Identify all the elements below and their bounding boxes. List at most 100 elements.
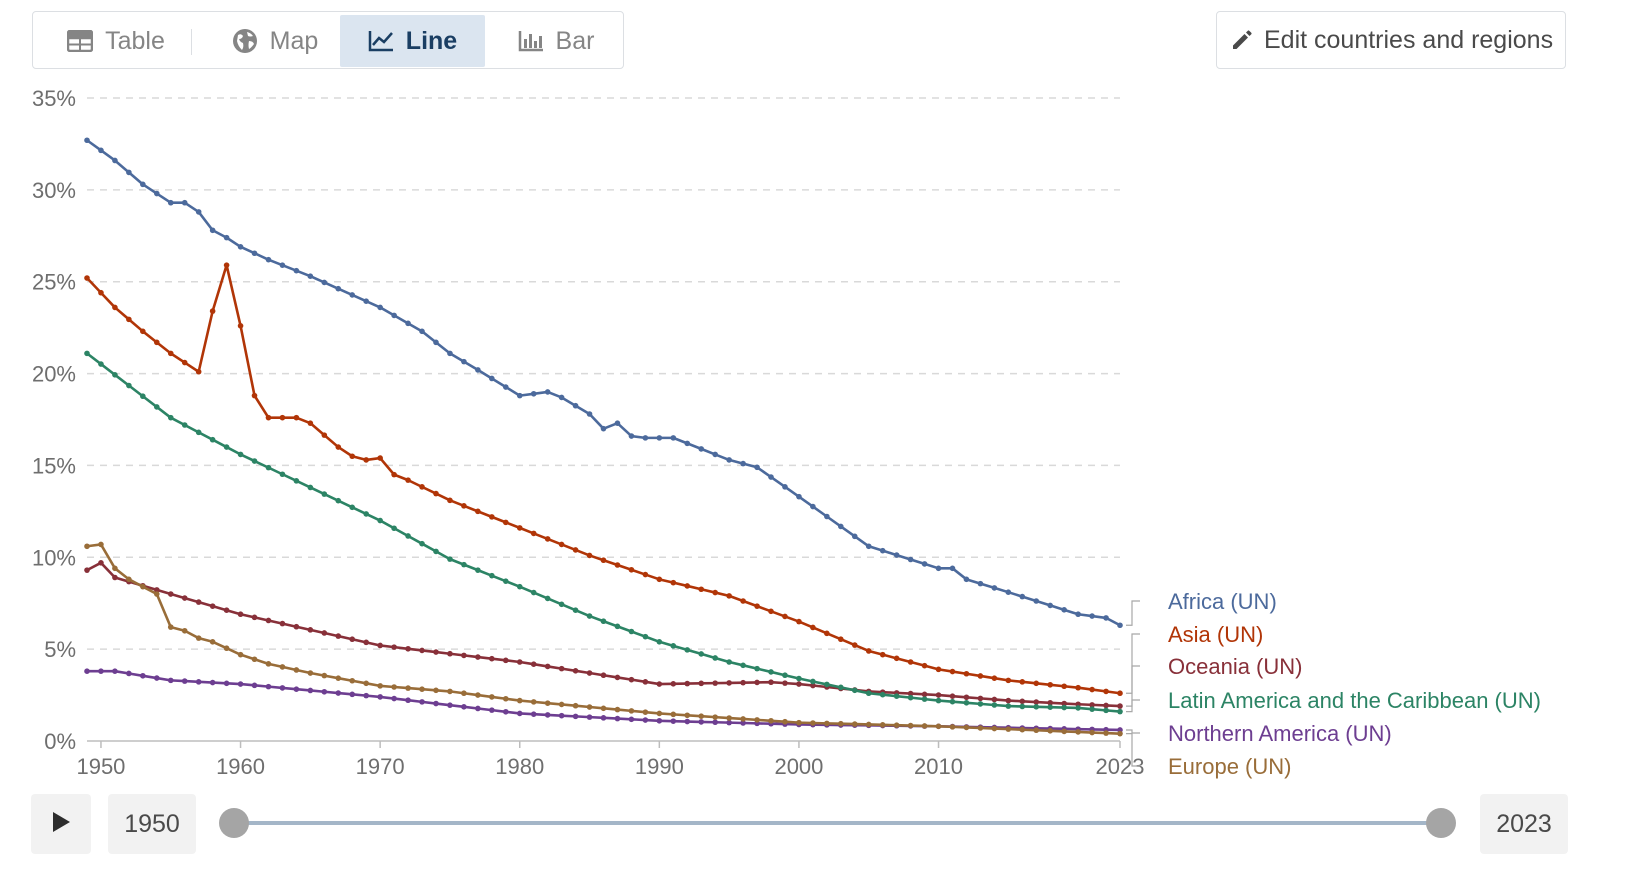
data-point	[754, 679, 760, 686]
x-tick-label: 1970	[356, 754, 405, 779]
data-point	[544, 663, 551, 670]
data-point	[572, 547, 579, 553]
data-point	[489, 572, 495, 579]
data-point	[949, 565, 956, 572]
data-point	[558, 665, 565, 672]
chart-type-tabs: Table Map Line	[32, 11, 624, 69]
data-point	[628, 628, 635, 635]
data-point	[530, 699, 537, 705]
data-point	[614, 674, 621, 681]
y-tick-label: 10%	[32, 545, 76, 570]
timeline-start-handle[interactable]	[219, 808, 249, 838]
data-point	[251, 392, 258, 399]
data-point	[321, 279, 328, 286]
data-point	[544, 700, 551, 706]
data-point	[293, 414, 300, 421]
data-point	[349, 453, 356, 460]
data-point	[670, 435, 677, 441]
data-point	[167, 591, 174, 597]
data-point	[84, 275, 90, 281]
tab-table[interactable]: Table	[41, 15, 191, 67]
data-point	[419, 686, 425, 692]
data-point	[656, 435, 663, 441]
data-point	[1089, 729, 1095, 736]
data-point	[796, 675, 802, 682]
data-point	[544, 536, 551, 542]
legend-connector	[1126, 733, 1140, 767]
data-point	[921, 723, 928, 729]
data-point	[921, 561, 928, 567]
data-point	[586, 613, 593, 619]
data-point	[377, 517, 383, 524]
data-point	[656, 638, 663, 645]
data-point	[98, 147, 104, 154]
data-point	[768, 474, 774, 480]
data-point	[433, 548, 439, 555]
data-point	[140, 328, 146, 335]
x-tick-label: 2010	[914, 754, 963, 779]
data-point	[321, 432, 328, 438]
tab-label-map: Map	[269, 26, 319, 55]
data-point	[768, 717, 774, 724]
legend-connector	[1126, 600, 1140, 626]
tab-line[interactable]: Line	[340, 15, 485, 67]
edit-countries-button[interactable]: Edit countries and regions	[1216, 11, 1566, 69]
data-point	[1005, 697, 1012, 704]
data-point	[153, 404, 160, 410]
data-point	[307, 484, 314, 491]
data-point	[824, 630, 830, 637]
data-point	[935, 697, 942, 704]
data-point	[475, 367, 481, 373]
data-point	[893, 693, 900, 699]
tab-bar[interactable]: Bar	[491, 15, 621, 67]
data-point	[810, 720, 816, 726]
data-point	[153, 190, 160, 197]
data-point	[1117, 730, 1123, 737]
data-point	[614, 706, 621, 713]
data-point	[335, 675, 342, 681]
data-point	[935, 666, 942, 673]
data-point	[1103, 730, 1109, 736]
data-point	[572, 402, 579, 409]
data-point	[1117, 622, 1123, 629]
timeline-end-handle[interactable]	[1426, 808, 1456, 838]
tab-label-bar: Bar	[555, 26, 595, 55]
data-point	[977, 701, 984, 707]
x-tick-label: 1990	[635, 754, 684, 779]
data-point	[1005, 703, 1012, 709]
data-point	[670, 718, 677, 724]
data-point	[209, 603, 216, 609]
data-point	[1005, 726, 1012, 732]
data-point	[824, 720, 830, 727]
data-point	[614, 562, 621, 568]
data-point	[391, 471, 397, 478]
y-tick-label: 0%	[44, 729, 76, 754]
data-point	[586, 704, 593, 710]
data-point	[684, 647, 691, 653]
data-point	[126, 576, 132, 583]
play-button[interactable]	[31, 794, 91, 854]
data-point	[461, 690, 467, 697]
data-point	[907, 694, 914, 701]
data-point	[572, 702, 579, 709]
y-axis: 0% 5% 10% 15% 20% 25% 30% 35%	[32, 86, 76, 754]
data-point	[502, 578, 509, 584]
data-point	[223, 680, 230, 687]
data-point	[879, 651, 886, 658]
data-point	[475, 654, 481, 660]
tab-map[interactable]: Map	[205, 15, 345, 67]
data-point	[181, 422, 188, 428]
data-point	[475, 705, 481, 712]
data-point	[712, 655, 718, 661]
data-point	[223, 645, 230, 652]
data-point	[447, 350, 453, 357]
data-point	[740, 662, 746, 669]
data-point	[181, 199, 188, 206]
data-point	[949, 724, 956, 730]
data-point	[181, 595, 188, 601]
series-line-asia-un	[86, 263, 1121, 695]
data-point	[1075, 611, 1081, 618]
data-point	[921, 691, 928, 698]
timeline-track[interactable]	[234, 821, 1441, 825]
data-point	[167, 414, 174, 421]
